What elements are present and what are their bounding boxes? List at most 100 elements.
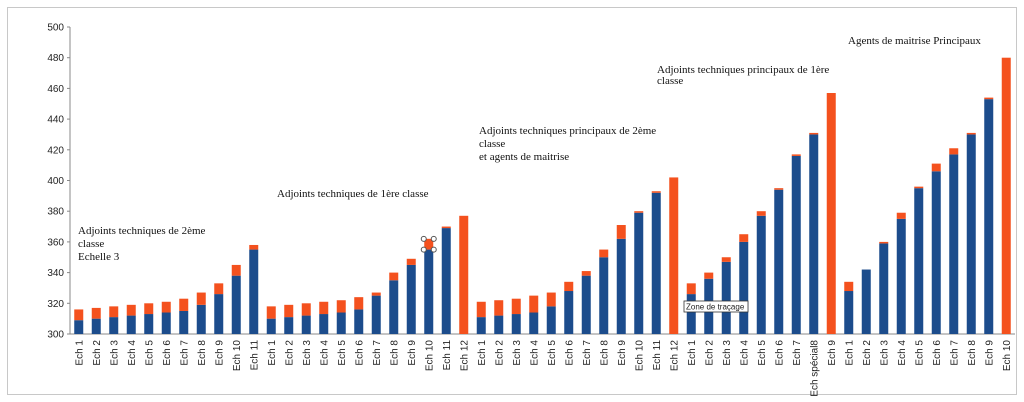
x-tick-label: Ech 1 (267, 340, 278, 366)
bar-segment (249, 249, 259, 334)
x-tick-label: Ech 3 (512, 340, 523, 366)
bar-segment (931, 163, 941, 172)
bar-segment (126, 315, 136, 334)
bar-segment (949, 154, 959, 334)
bar-segment (704, 272, 714, 279)
bar-segment (599, 249, 609, 258)
annotation: Echelle 3 (78, 251, 120, 263)
x-tick-label: Ech spécial8 (809, 340, 820, 397)
bar-segment (266, 306, 276, 319)
x-tick-label: Ech 10 (1002, 340, 1013, 372)
annotation: classe (479, 138, 505, 150)
bar-segment (791, 154, 801, 156)
x-tick-label: Ech 7 (949, 340, 960, 366)
x-tick-label: Ech 5 (547, 340, 558, 366)
bar-segment (879, 243, 889, 334)
x-tick-label: Ech 2 (704, 340, 715, 366)
bar-segment (406, 264, 416, 334)
bar-segment (354, 297, 364, 310)
x-tick-label: Ech 3 (722, 340, 733, 366)
bar-segment (949, 148, 959, 155)
bar-segment (844, 281, 854, 292)
bar-segment (74, 309, 84, 321)
bar-segment (494, 300, 504, 316)
bar-segment (844, 291, 854, 334)
x-tick-label: Ech 6 (774, 340, 785, 366)
bar-segment (214, 294, 224, 334)
x-tick-label: Ech 8 (197, 340, 208, 366)
bar-segment (529, 295, 539, 313)
bar-segment (284, 317, 294, 334)
bar-segment (721, 257, 731, 262)
chart-frame (7, 7, 1017, 395)
x-tick-label: Ech 4 (319, 340, 330, 366)
bar-segment (861, 269, 871, 334)
bar-segment (896, 212, 906, 219)
x-tick-label: Ech 9 (827, 340, 838, 366)
bar-segment (371, 292, 381, 296)
bar-segment (511, 298, 521, 315)
y-tick-label: 460 (47, 84, 64, 95)
bar-segment (389, 280, 399, 334)
tooltip: Zone de traçage (686, 303, 745, 312)
bar-segment (161, 301, 171, 313)
y-tick-label: 300 (47, 330, 64, 341)
annotation: Adjoints techniques principaux de 1ère (657, 64, 829, 76)
x-tick-label: Ech 3 (879, 340, 890, 366)
y-tick-label: 340 (47, 268, 64, 279)
y-tick-label: 440 (47, 115, 64, 126)
x-tick-label: Ech 4 (127, 340, 138, 366)
bar-segment (686, 294, 696, 334)
bar-segment (91, 307, 101, 319)
annotation: Adjoints techniques de 2ème (78, 225, 206, 237)
bar-segment (809, 132, 819, 135)
x-tick-label: Ech 12 (669, 340, 680, 372)
y-tick-label: 320 (47, 299, 64, 310)
x-tick-label: Ech 5 (144, 340, 155, 366)
bar-segment (721, 261, 731, 334)
bar-segment (879, 241, 889, 244)
x-tick-label: Ech 1 (477, 340, 488, 366)
bar-segment (231, 264, 241, 276)
bar-segment (91, 318, 101, 334)
y-tick-label: 480 (47, 53, 64, 64)
bar-segment (739, 241, 749, 334)
bar-segment (564, 281, 574, 292)
bar-segment (196, 292, 206, 305)
bar-segment (336, 300, 346, 313)
bar-segment (669, 177, 679, 334)
bar-segment (284, 304, 294, 318)
bar-segment (1001, 57, 1011, 334)
bar-segment (476, 317, 486, 334)
x-tick-label: Ech 3 (302, 340, 313, 366)
bar-segment (914, 188, 924, 334)
y-tick-label: 420 (47, 145, 64, 156)
bar-segment (984, 99, 994, 335)
bar-segment (109, 317, 119, 334)
bar-segment (966, 132, 976, 135)
bar-segment (179, 310, 189, 334)
bar-segment (896, 218, 906, 334)
x-tick-label: Ech 11 (249, 340, 260, 371)
y-tick-label: 360 (47, 237, 64, 248)
bar-segment (984, 97, 994, 100)
bar-segment (546, 292, 556, 307)
x-tick-label: Ech 1 (687, 340, 698, 366)
selection-handle (430, 235, 437, 242)
x-tick-label: Ech 9 (617, 340, 628, 366)
bar-segment (144, 314, 154, 334)
bar-segment (476, 301, 486, 318)
bar-segment (774, 189, 784, 334)
x-tick-label: Ech 9 (214, 340, 225, 366)
bar-segment (144, 303, 154, 315)
annotation: Adjoints techniques de 1ère classe (277, 188, 429, 200)
bar-segment (564, 291, 574, 334)
x-tick-label: Ech 2 (284, 340, 295, 366)
x-tick-label: Ech 5 (914, 340, 925, 366)
x-tick-label: Ech 1 (844, 340, 855, 366)
x-tick-label: Ech 12 (459, 340, 470, 372)
bar-segment (774, 188, 784, 190)
x-tick-label: Ech 9 (407, 340, 418, 366)
bar-segment (494, 315, 504, 334)
